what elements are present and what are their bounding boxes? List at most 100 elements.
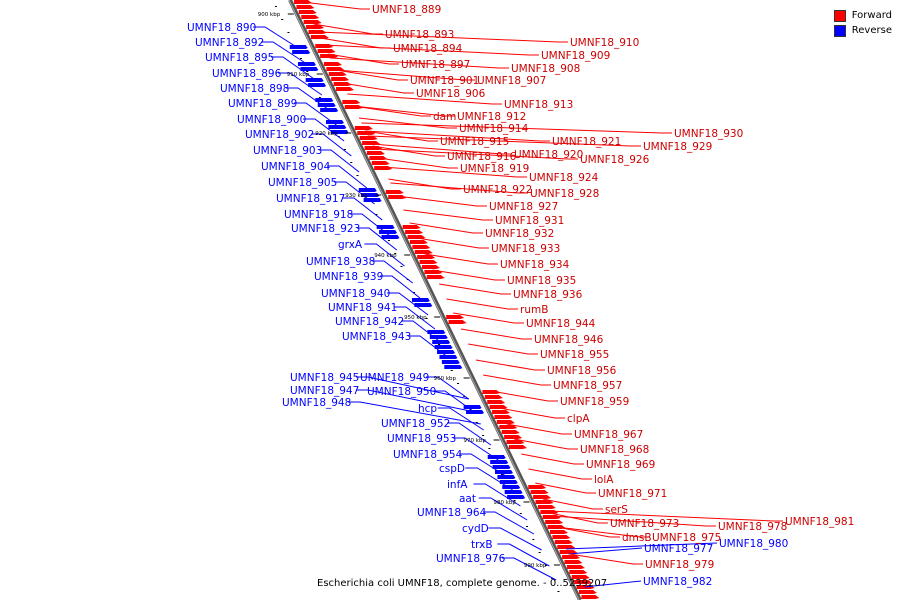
forward-gene-feature — [421, 265, 440, 269]
forward-gene-feature — [323, 62, 342, 66]
reverse-leader-line — [437, 407, 484, 431]
scale-tick-label: 990 kbp — [524, 563, 547, 569]
reverse-leader-line — [387, 292, 429, 316]
reverse-gene-feature — [490, 460, 509, 464]
legend-reverse: Reverse — [833, 23, 892, 38]
forward-gene-label: UMNF18_973 — [610, 518, 679, 530]
reverse-gene-feature — [358, 188, 377, 192]
reverse-gene-feature — [330, 130, 349, 134]
forward-leader-line — [367, 135, 641, 147]
forward-gene-label: UMNF18_957 — [553, 380, 622, 392]
forward-gene-label: UMNF18_959 — [560, 396, 629, 408]
reverse-gene-feature — [376, 225, 395, 229]
reverse-leader-line — [401, 320, 442, 344]
reverse-gene-label: UMNF18_939 — [314, 271, 383, 283]
forward-gene-label: UMNF18_956 — [547, 365, 617, 377]
reverse-gene-label: aat — [459, 493, 476, 505]
forward-leader-line — [424, 253, 498, 265]
forward-gene-label: UMNF18_920 — [514, 149, 583, 161]
reverse-gene-label: UMNF18_941 — [328, 302, 397, 314]
backbone-dot — [413, 292, 416, 293]
forward-gene-label: UMNF18_929 — [643, 141, 712, 153]
forward-leader-line — [323, 44, 539, 56]
forward-gene-feature — [533, 495, 552, 499]
genome-backbone-highlight — [288, 0, 580, 600]
forward-gene-label: UMNF18_978 — [718, 521, 787, 533]
forward-gene-label: UMNF18_930 — [674, 128, 743, 140]
forward-gene-label: UMNF18_897 — [401, 59, 470, 71]
forward-gene-label: UMNF18_934 — [500, 259, 570, 271]
forward-gene-label: UMNF18_967 — [574, 429, 643, 441]
reverse-gene-feature — [507, 495, 526, 499]
forward-leader-line — [390, 182, 528, 194]
forward-gene-feature — [557, 545, 576, 549]
forward-gene-feature — [581, 595, 600, 599]
reverse-leader-line — [364, 243, 405, 267]
forward-gene-feature — [501, 430, 520, 434]
forward-gene-label: UMNF18_922 — [463, 184, 532, 196]
forward-leader-line — [358, 117, 457, 129]
forward-leader-line — [335, 69, 475, 81]
backbone-dot — [551, 578, 554, 579]
forward-leader-line — [498, 407, 565, 419]
forward-gene-feature — [578, 590, 597, 594]
legend-forward-label: Forward — [851, 10, 892, 21]
forward-gene-label: UMNF18_936 — [513, 289, 583, 301]
forward-gene-feature — [366, 151, 385, 155]
reverse-gene-label: UMNF18_902 — [245, 129, 314, 141]
backbone-dot — [387, 240, 390, 241]
forward-gene-label: UMNF18_955 — [540, 349, 609, 361]
forward-gene-label: UMNF18_910 — [570, 37, 639, 49]
forward-leader-line — [353, 105, 455, 117]
reverse-gene-feature — [427, 330, 446, 334]
reverse-leader-line — [478, 497, 528, 521]
forward-leader-line — [548, 510, 783, 522]
forward-gene-label: UMNF18_931 — [495, 215, 564, 227]
forward-gene-feature — [569, 570, 588, 574]
reverse-gene-label: trxB — [471, 539, 493, 551]
legend: Forward Reverse — [833, 8, 892, 38]
forward-gene-label: serS — [605, 504, 628, 516]
forward-gene-label: clpA — [567, 413, 590, 425]
forward-leader-line — [569, 553, 643, 565]
forward-leader-line — [432, 269, 505, 281]
forward-leader-line — [556, 526, 620, 538]
reverse-gene-label: UMNF18_923 — [291, 223, 360, 235]
forward-gene-feature — [494, 415, 513, 419]
reverse-gene-label: UMNF18_949 — [360, 372, 429, 384]
forward-gene-label: UMNF18_924 — [529, 172, 599, 184]
reverse-leader-line — [261, 41, 308, 65]
gene-features — [289, 0, 600, 599]
backbone-dot — [538, 552, 541, 553]
forward-gene-label: UMNF18_971 — [598, 488, 667, 500]
forward-leader-line — [506, 423, 572, 435]
backbone-dot — [350, 162, 353, 163]
reverse-gene-label: UMNF18_905 — [268, 177, 337, 189]
backbone-dot — [532, 539, 535, 540]
forward-gene-feature — [417, 255, 436, 259]
reverse-gene-feature — [429, 335, 448, 339]
forward-gene-feature — [482, 390, 501, 394]
reverse-leader-line — [356, 376, 469, 400]
backbone-dot — [450, 370, 453, 371]
forward-gene-feature — [359, 136, 378, 140]
scale-tick-label: 960 kbp — [434, 376, 457, 382]
forward-leader-line — [416, 237, 489, 249]
forward-gene-feature — [496, 420, 515, 424]
forward-gene-feature — [317, 49, 336, 53]
reverse-leader-line — [447, 422, 492, 446]
forward-gene-label: UMNF18_914 — [459, 123, 529, 135]
legend-forward: Forward — [833, 8, 892, 23]
reverse-leader-line — [473, 483, 521, 507]
forward-leader-line — [365, 130, 550, 142]
reverse-leader-line — [327, 165, 368, 189]
scale-tick-label: 910 kbp — [287, 72, 310, 78]
forward-gene-feature — [484, 395, 503, 399]
reverse-gene-feature — [292, 50, 311, 54]
reverse-leader-line — [303, 118, 345, 142]
reverse-gene-label: UMNF18_947 — [290, 385, 359, 397]
label-leaders — [253, 1, 783, 588]
reverse-gene-label: UMNF18_952 — [381, 418, 450, 430]
scale-tick-label: 950 kbp — [404, 315, 427, 321]
